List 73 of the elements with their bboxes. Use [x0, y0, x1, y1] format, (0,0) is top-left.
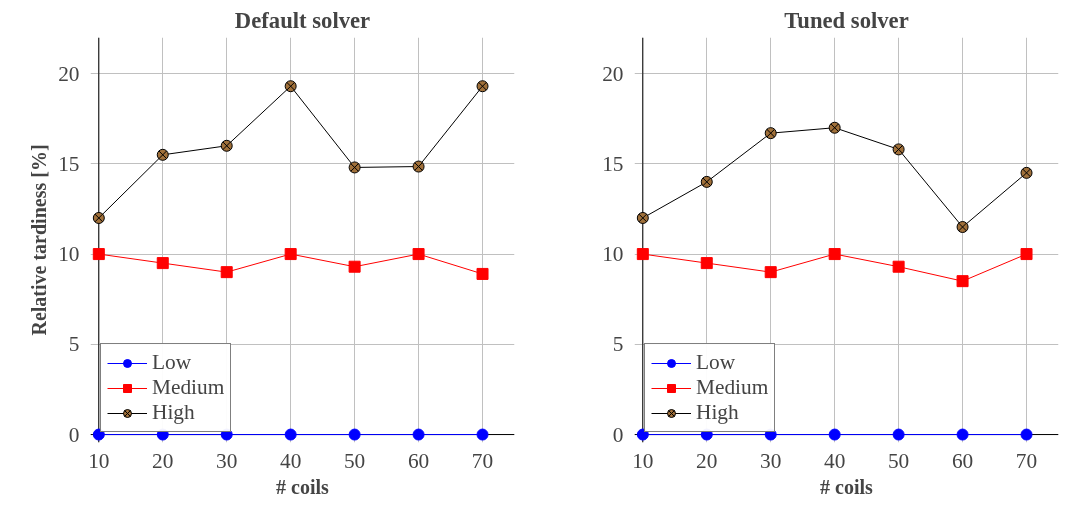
x-tick-label: 60 — [951, 448, 974, 473]
point — [828, 121, 841, 134]
point — [476, 80, 489, 93]
point — [284, 428, 297, 441]
point — [892, 143, 905, 156]
point — [636, 248, 649, 261]
point — [348, 260, 361, 273]
point — [412, 428, 425, 441]
point — [700, 175, 713, 188]
legend-label: Low — [696, 350, 736, 375]
y-axis-title: Relative tardiness [%] — [28, 144, 51, 336]
point — [764, 127, 777, 140]
point — [348, 428, 361, 441]
y-tick-label: 5 — [68, 332, 80, 357]
point — [892, 428, 905, 441]
point — [1020, 248, 1033, 261]
x-tick-label: 40 — [824, 448, 846, 473]
x-tick-label: 60 — [407, 448, 430, 473]
point — [956, 428, 969, 441]
point — [828, 248, 841, 261]
point — [284, 80, 297, 93]
point — [892, 260, 905, 273]
x-tick-label: 50 — [343, 448, 366, 473]
y-tick-label: 15 — [58, 151, 80, 176]
y-tick-label: 20 — [58, 61, 80, 86]
point — [412, 248, 425, 261]
y-tick-label: 5 — [612, 332, 624, 357]
point — [764, 266, 777, 279]
y-tick-label: 20 — [602, 61, 624, 86]
x-axis-title: # coils — [820, 475, 874, 498]
x-tick-label: 30 — [760, 448, 782, 473]
x-tick-label: 30 — [216, 448, 238, 473]
point — [700, 257, 713, 270]
y-tick-label: 10 — [602, 242, 624, 267]
legend-label: High — [696, 400, 739, 425]
point — [220, 139, 233, 152]
point — [348, 161, 361, 174]
point — [92, 212, 105, 224]
legend-label: High — [152, 400, 195, 425]
point — [92, 248, 105, 261]
point — [956, 221, 969, 233]
point — [636, 428, 649, 441]
point — [476, 428, 489, 441]
chart-title: Tuned solver — [784, 7, 909, 33]
point — [284, 248, 297, 261]
point — [476, 267, 489, 280]
x-axis-title: # coils — [276, 475, 330, 498]
legend-label: Medium — [152, 375, 225, 400]
x-tick-label: 10 — [88, 448, 110, 473]
x-tick-label: 40 — [280, 448, 302, 473]
point — [636, 212, 649, 224]
y-tick-label: 15 — [602, 151, 624, 176]
x-tick-label: 50 — [887, 448, 910, 473]
legend-label: Medium — [696, 375, 769, 400]
x-tick-label: 20 — [152, 448, 174, 473]
chart-title: Default solver — [234, 7, 371, 33]
legend-label: Low — [152, 350, 192, 375]
point — [1020, 428, 1033, 441]
x-tick-label: 10 — [632, 448, 654, 473]
point — [956, 275, 969, 288]
point — [1020, 166, 1033, 179]
x-tick-label: 20 — [696, 448, 718, 473]
y-tick-label: 10 — [58, 242, 80, 267]
y-tick-label: 0 — [68, 422, 80, 447]
point — [220, 266, 233, 279]
point — [412, 160, 425, 173]
y-tick-label: 0 — [612, 422, 624, 447]
point — [828, 428, 841, 441]
x-tick-label: 70 — [1015, 448, 1038, 473]
point — [92, 428, 105, 441]
point — [156, 257, 169, 270]
point — [156, 148, 169, 161]
x-tick-label: 70 — [471, 448, 494, 473]
